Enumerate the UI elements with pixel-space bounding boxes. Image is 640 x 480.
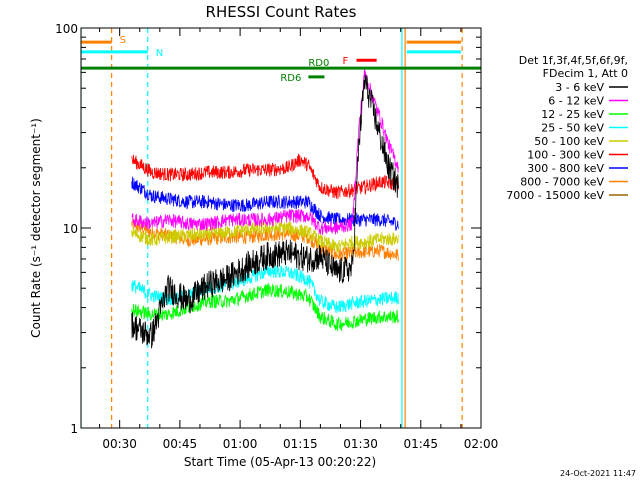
legend-label-6: 300 - 800 keV xyxy=(527,162,604,175)
marker-label-5: RD6 xyxy=(280,73,301,84)
x-tick-label-5: 01:45 xyxy=(403,437,438,451)
x-tick-label-1: 00:45 xyxy=(163,437,198,451)
y-axis: 1 10 100 xyxy=(55,22,481,436)
legend-header-1: FDecim 1, Att 0 xyxy=(543,67,628,80)
x-tick-label-6: 02:00 xyxy=(464,437,499,451)
legend-label-8: 7000 - 15000 keV xyxy=(506,189,604,202)
legend-label-4: 50 - 100 keV xyxy=(534,135,604,148)
series-line-0 xyxy=(131,74,399,349)
x-axis: 00:30 00:45 01:00 01:15 01:30 01:45 02:00 xyxy=(99,28,499,451)
x-tick-label-2: 01:00 xyxy=(223,437,258,451)
plot-area: S N RD0 RD6 F xyxy=(81,28,481,428)
legend-header-0: Det 1f,3f,4f,5f,6f,9f, xyxy=(519,54,628,67)
marker-label-4: RD0 xyxy=(308,58,329,69)
y-tick-label-2: 100 xyxy=(55,22,78,36)
chart-title: RHESSI Count Rates xyxy=(206,3,357,21)
legend-label-7: 800 - 7000 keV xyxy=(520,176,604,189)
x-axis-label: Start Time (05-Apr-13 00:20:22) xyxy=(184,455,376,469)
legend-label-2: 12 - 25 keV xyxy=(541,108,604,121)
marker-label-0: S xyxy=(120,35,126,46)
series-line-2 xyxy=(131,283,399,332)
legend-label-3: 25 - 50 keV xyxy=(541,122,604,135)
x-tick-label-4: 01:30 xyxy=(343,437,378,451)
x-tick-label-0: 00:30 xyxy=(102,437,137,451)
series-line-1 xyxy=(131,67,399,235)
marker-label-6: F xyxy=(343,56,349,67)
legend-label-1: 6 - 12 keV xyxy=(548,95,604,108)
legend-label-5: 100 - 300 keV xyxy=(527,149,604,162)
footer-timestamp: 24-Oct-2021 11:47 xyxy=(560,469,636,478)
legend: Det 1f,3f,4f,5f,6f,9f,FDecim 1, Att 03 -… xyxy=(506,54,628,202)
legend-label-0: 3 - 6 keV xyxy=(555,81,604,94)
series-line-6 xyxy=(131,176,399,231)
marker-label-1: N xyxy=(156,48,163,59)
x-tick-label-3: 01:15 xyxy=(283,437,318,451)
y-tick-label-0: 1 xyxy=(70,422,78,436)
y-axis-label: Count Rate (s⁻¹ detector segment⁻¹) xyxy=(29,118,43,338)
series-line-5 xyxy=(131,153,399,200)
y-tick-label-1: 10 xyxy=(63,222,78,236)
